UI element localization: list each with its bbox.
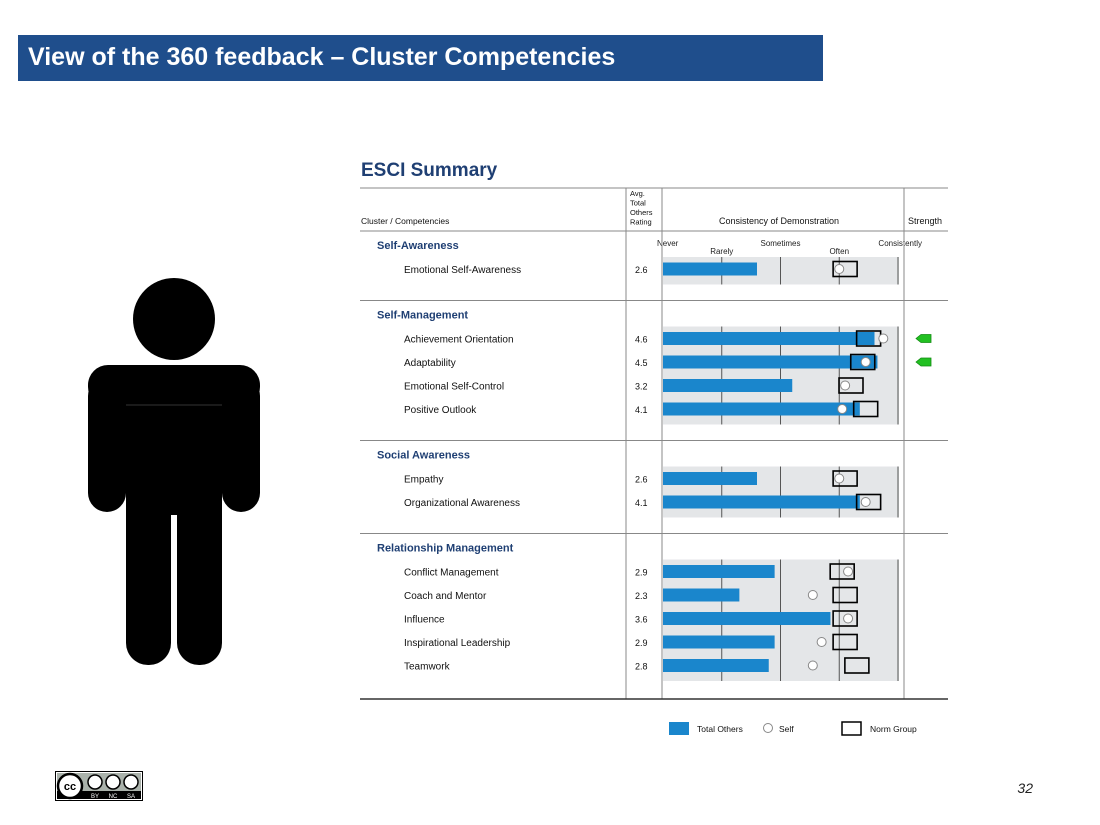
rating-value: 2.3 <box>635 591 648 601</box>
summary-title: ESCI Summary <box>361 160 498 181</box>
self-marker <box>834 473 845 484</box>
header-consistency-label: Consistency of Demonstration <box>719 216 839 226</box>
total-others-bar <box>663 402 860 416</box>
total-others-bar <box>663 588 740 602</box>
rating-value: 4.1 <box>635 405 648 415</box>
norm-group-box <box>838 377 864 394</box>
total-others-bar <box>663 379 793 392</box>
norm-group-box <box>832 470 858 487</box>
norm-group-box <box>855 493 882 511</box>
self-marker <box>860 357 871 367</box>
competency-label: Emotional Self-Control <box>404 382 504 393</box>
scale-label-consistently: Consistently <box>878 239 922 248</box>
rating-value: 4.5 <box>635 358 648 368</box>
legend-self-label: Self <box>779 724 794 734</box>
sa-label: SA <box>127 794 135 800</box>
norm-group-box <box>832 586 858 604</box>
slide-title: View of the 360 feedback – Cluster Compe… <box>28 43 616 71</box>
total-others-bar <box>663 565 775 578</box>
strength-flag-icon <box>915 334 932 343</box>
total-others-bar <box>663 262 757 276</box>
self-marker <box>860 497 871 507</box>
norm-group-box <box>832 260 858 278</box>
self-marker <box>840 380 851 391</box>
scale-label-often: Often <box>829 247 849 256</box>
header-cluster-label: Cluster / Competencies <box>361 216 449 226</box>
rating-value: 3.2 <box>635 382 648 392</box>
strength-flag-icon <box>915 357 932 367</box>
esci-summary-chart: ESCI Summary Cluster / CompetenciesAvg.T… <box>360 160 948 736</box>
competency-label: Achievement Orientation <box>404 335 514 346</box>
legend-norm-group-label: Norm Group <box>870 724 917 734</box>
page-number: 32 <box>1017 780 1033 796</box>
scale-label-sometimes: Sometimes <box>760 239 800 248</box>
legend-norm-group-box <box>841 721 862 736</box>
total-others-bar <box>663 472 757 485</box>
slide-title-bar: View of the 360 feedback – Cluster Compe… <box>18 35 823 81</box>
cluster-heading: Self-Management <box>377 310 468 322</box>
norm-group-box <box>832 633 858 651</box>
self-marker <box>843 566 854 577</box>
competency-label: Inspirational Leadership <box>404 638 511 649</box>
rating-value: 4.1 <box>635 498 648 508</box>
competency-label: Empathy <box>404 475 443 486</box>
self-marker <box>807 590 818 600</box>
rating-value: 2.9 <box>635 638 648 648</box>
legend-self-marker <box>763 723 773 733</box>
header-avg-label: Others <box>630 208 653 217</box>
header-avg-label: Avg. <box>630 189 645 198</box>
cc-label: cc <box>64 781 76 793</box>
header-strength-label: Strength <box>908 216 942 226</box>
total-others-bar <box>663 635 775 649</box>
self-marker <box>834 264 845 274</box>
norm-group-box <box>829 563 855 580</box>
self-marker <box>878 333 889 344</box>
legend-total-others-swatch <box>669 722 689 735</box>
rating-value: 4.6 <box>635 335 648 345</box>
norm-group-box <box>852 400 879 418</box>
scale-label-never: Never <box>657 239 679 248</box>
self-marker <box>837 404 848 414</box>
competency-label: Coach and Mentor <box>404 591 487 602</box>
competency-label: Adaptability <box>404 358 456 369</box>
header-avg-label: Total <box>630 199 646 208</box>
self-marker <box>816 637 827 647</box>
legend-total-others-label: Total Others <box>697 724 743 734</box>
total-others-bar <box>663 495 860 509</box>
norm-group-box <box>844 657 870 674</box>
cluster-heading: Relationship Management <box>377 543 514 555</box>
person-silhouette-icon <box>88 278 260 665</box>
cluster-heading: Social Awareness <box>377 450 470 462</box>
rating-value: 2.6 <box>635 265 648 275</box>
rating-value: 3.6 <box>635 615 648 625</box>
cluster-heading: Self-Awareness <box>377 240 459 252</box>
competency-label: Conflict Management <box>404 568 499 579</box>
norm-group-box <box>849 353 876 371</box>
competency-label: Positive Outlook <box>404 405 477 416</box>
total-others-bar <box>663 355 878 369</box>
norm-group-box <box>832 610 858 627</box>
competency-label: Influence <box>404 615 445 626</box>
by-label: BY <box>91 794 99 800</box>
rating-value: 2.9 <box>635 568 648 578</box>
header-avg-label: Rating <box>630 218 652 227</box>
rating-value: 2.6 <box>635 475 648 485</box>
competency-label: Teamwork <box>404 662 451 673</box>
competency-label: Organizational Awareness <box>404 498 520 509</box>
cc-by-nc-sa-badge: cc BY NC SA <box>55 771 143 801</box>
nc-label: NC <box>109 794 118 800</box>
rating-value: 2.8 <box>635 662 648 672</box>
scale-label-rarely: Rarely <box>710 247 733 256</box>
competency-label: Emotional Self-Awareness <box>404 265 521 276</box>
self-marker <box>843 613 854 624</box>
self-marker <box>807 660 818 671</box>
total-others-bar <box>663 659 769 672</box>
total-others-bar <box>663 332 875 345</box>
total-others-bar <box>663 612 831 625</box>
